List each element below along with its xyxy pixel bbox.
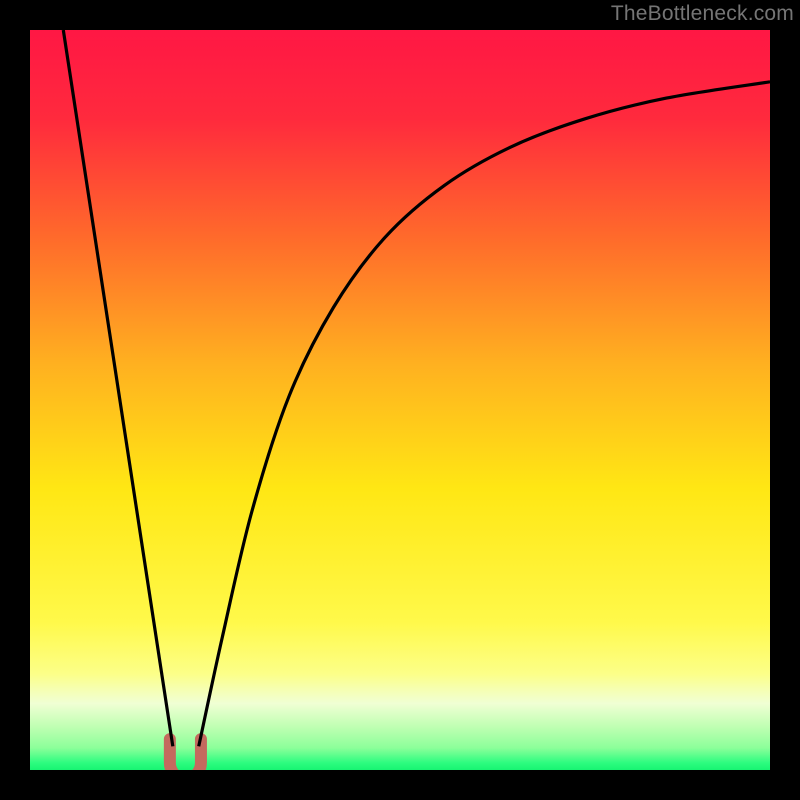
frame-border-right (770, 0, 800, 800)
attribution-watermark: TheBottleneck.com (611, 2, 794, 26)
plot-svg (30, 30, 770, 770)
frame-border-left (0, 0, 30, 800)
valley-marker (170, 739, 201, 770)
plot-area (30, 30, 770, 770)
right-curve (199, 82, 770, 747)
left-curve (63, 30, 173, 746)
frame-border-bottom (0, 770, 800, 800)
chart-stage: TheBottleneck.com (0, 0, 800, 800)
